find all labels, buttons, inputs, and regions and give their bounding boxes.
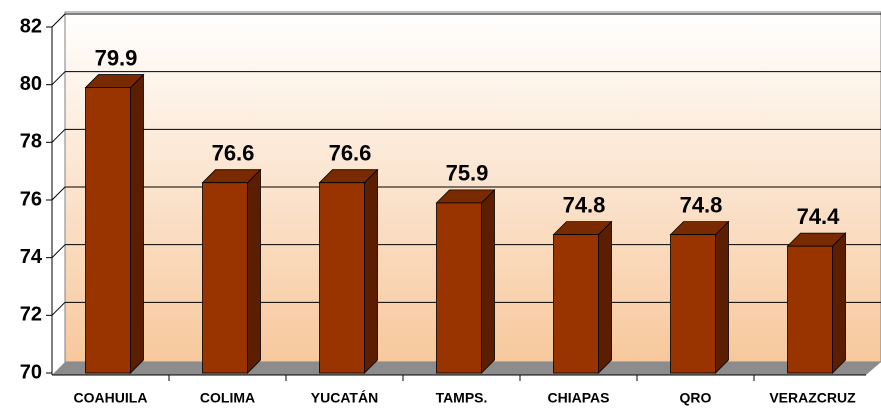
grid-line-depth [51, 244, 66, 259]
y-tick-label: 82 [20, 15, 42, 37]
bar [319, 182, 365, 374]
grid-line-depth [51, 13, 66, 28]
bar-side [832, 232, 846, 374]
data-label: 74.4 [797, 204, 841, 229]
x-tick-label: QRO [680, 390, 712, 406]
bar [202, 182, 248, 374]
x-tick-label: CHIAPAS [548, 390, 610, 406]
data-label: 74.8 [563, 192, 606, 217]
bar-side [715, 220, 729, 374]
bar [787, 245, 833, 374]
bar-side [364, 168, 378, 374]
x-tick-label: TAMPS. [436, 390, 488, 406]
y-tick-label: 78 [20, 131, 42, 153]
data-label: 75.9 [446, 161, 489, 186]
y-tick-label: 74 [20, 246, 43, 268]
x-tick-label: VERAZCRUZ [769, 390, 856, 406]
y-tick-label: 72 [20, 304, 42, 326]
grid-line-depth [51, 301, 66, 316]
y-tick-label: 80 [20, 73, 42, 95]
data-label: 79.9 [95, 45, 138, 70]
x-tick-label: COAHUILA [74, 390, 148, 406]
grid-line-depth [51, 71, 66, 86]
data-label: 76.6 [212, 141, 255, 166]
bar-side [598, 220, 612, 374]
x-tick-label: COLIMA [200, 390, 255, 406]
bar-side [481, 188, 495, 374]
x-tick-label: YUCATÁN [311, 390, 378, 406]
grid-line-depth [51, 186, 66, 201]
grid-line-depth [51, 128, 66, 143]
data-label: 76.6 [329, 141, 372, 166]
bar-side [247, 168, 261, 374]
bar [553, 234, 599, 374]
bar-side [130, 73, 144, 374]
bar [670, 234, 716, 374]
bar [436, 202, 482, 374]
y-tick-label: 70 [20, 361, 42, 383]
y-tick-label: 76 [20, 188, 42, 210]
data-label: 74.8 [680, 192, 723, 217]
bar [85, 87, 131, 374]
